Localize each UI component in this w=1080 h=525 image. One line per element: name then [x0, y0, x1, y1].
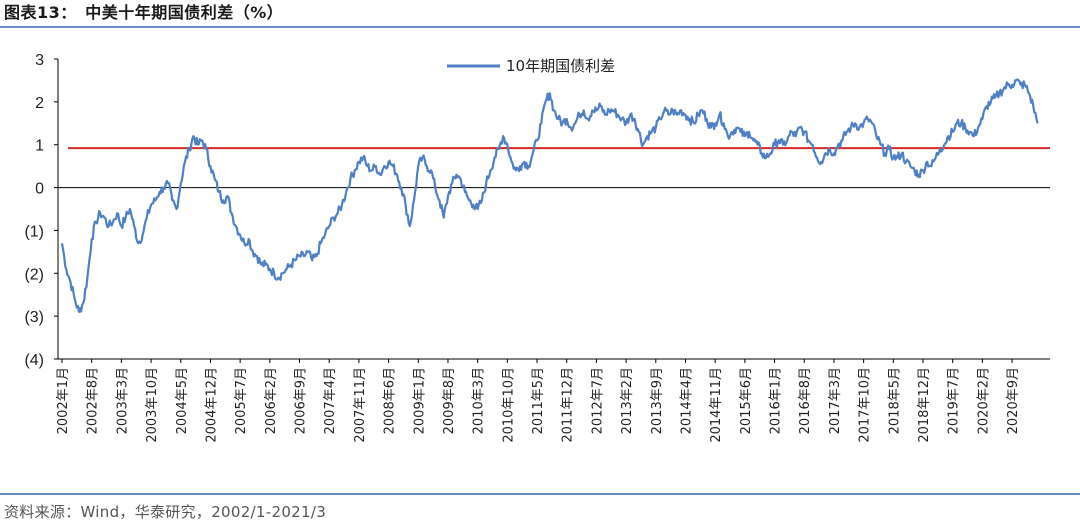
x-tick-label: 2017年3月 [828, 367, 843, 434]
y-axis: 3 2 1 0 (1) (2) (3) (4) [24, 52, 59, 369]
x-tick-label: 2002年1月 [56, 367, 71, 434]
x-tick-label: 2018年5月 [887, 367, 902, 434]
x-tick-label: 2013年9月 [650, 367, 665, 434]
plot-area [58, 78, 1050, 313]
x-tick-label: 2006年9月 [294, 367, 309, 434]
series-line-spread [60, 78, 1039, 313]
x-tick-label: 2014年4月 [679, 367, 694, 434]
x-tick-label: 2015年6月 [739, 367, 754, 434]
y-tick-label: 0 [35, 181, 44, 198]
x-tick-label: 2003年3月 [115, 367, 130, 434]
x-tick-label: 2002年8月 [86, 367, 101, 434]
x-tick-label: 2005年7月 [234, 367, 249, 434]
x-tick-label: 2014年11月 [709, 367, 724, 443]
x-tick-label: 2020年9月 [1006, 367, 1021, 434]
x-tick-label: 2011年12月 [561, 367, 576, 443]
x-tick-label: 2016年8月 [798, 367, 813, 434]
legend: 10年期国债利差 [447, 57, 615, 75]
chart-title: 图表13： 中美十年期国债利差（%） [4, 3, 284, 22]
y-tick-label: (2) [24, 266, 44, 283]
x-tick-label: 2019年7月 [947, 367, 962, 434]
x-tick-label: 2007年11月 [353, 367, 368, 443]
x-tick-label: 2012年7月 [590, 367, 605, 434]
x-tick-label: 2009年1月 [412, 367, 427, 434]
source-note: 资料来源：Wind，华泰研究，2002/1-2021/3 [4, 503, 327, 521]
legend-label: 10年期国债利差 [506, 57, 615, 75]
bottom-divider [0, 493, 1080, 495]
x-tick-label: 2020年2月 [976, 367, 991, 434]
x-tick-label: 2013年2月 [620, 367, 635, 434]
x-tick-label: 2007年4月 [323, 367, 338, 434]
x-tick-label: 2009年8月 [442, 367, 457, 434]
y-tick-label: (3) [24, 309, 44, 326]
x-tick-label: 2006年2月 [264, 367, 279, 434]
x-tick-label: 2010年10月 [501, 367, 516, 443]
x-tick-label: 2003年10月 [145, 367, 160, 443]
x-tick-label: 2004年12月 [204, 367, 219, 443]
x-axis: 2002年1月 2002年8月 2003年3月 2003年10月 2004年5月 2004… [56, 358, 1050, 443]
x-tick-label: 2008年6月 [383, 367, 398, 434]
x-tick-label: 2017年10月 [858, 367, 873, 443]
y-tick-label: 1 [35, 138, 44, 155]
x-tick-label: 2011年5月 [531, 367, 546, 434]
x-tick-label: 2010年3月 [472, 367, 487, 434]
x-tick-label: 2004年5月 [175, 367, 190, 434]
y-tick-label: (1) [24, 223, 44, 240]
y-tick-label: 2 [35, 95, 44, 112]
y-tick-label: 3 [35, 52, 44, 69]
x-tick-label: 2016年1月 [769, 367, 784, 434]
y-tick-label: (4) [24, 352, 44, 369]
top-divider [0, 26, 1080, 28]
x-tick-label: 2018年12月 [917, 367, 932, 443]
